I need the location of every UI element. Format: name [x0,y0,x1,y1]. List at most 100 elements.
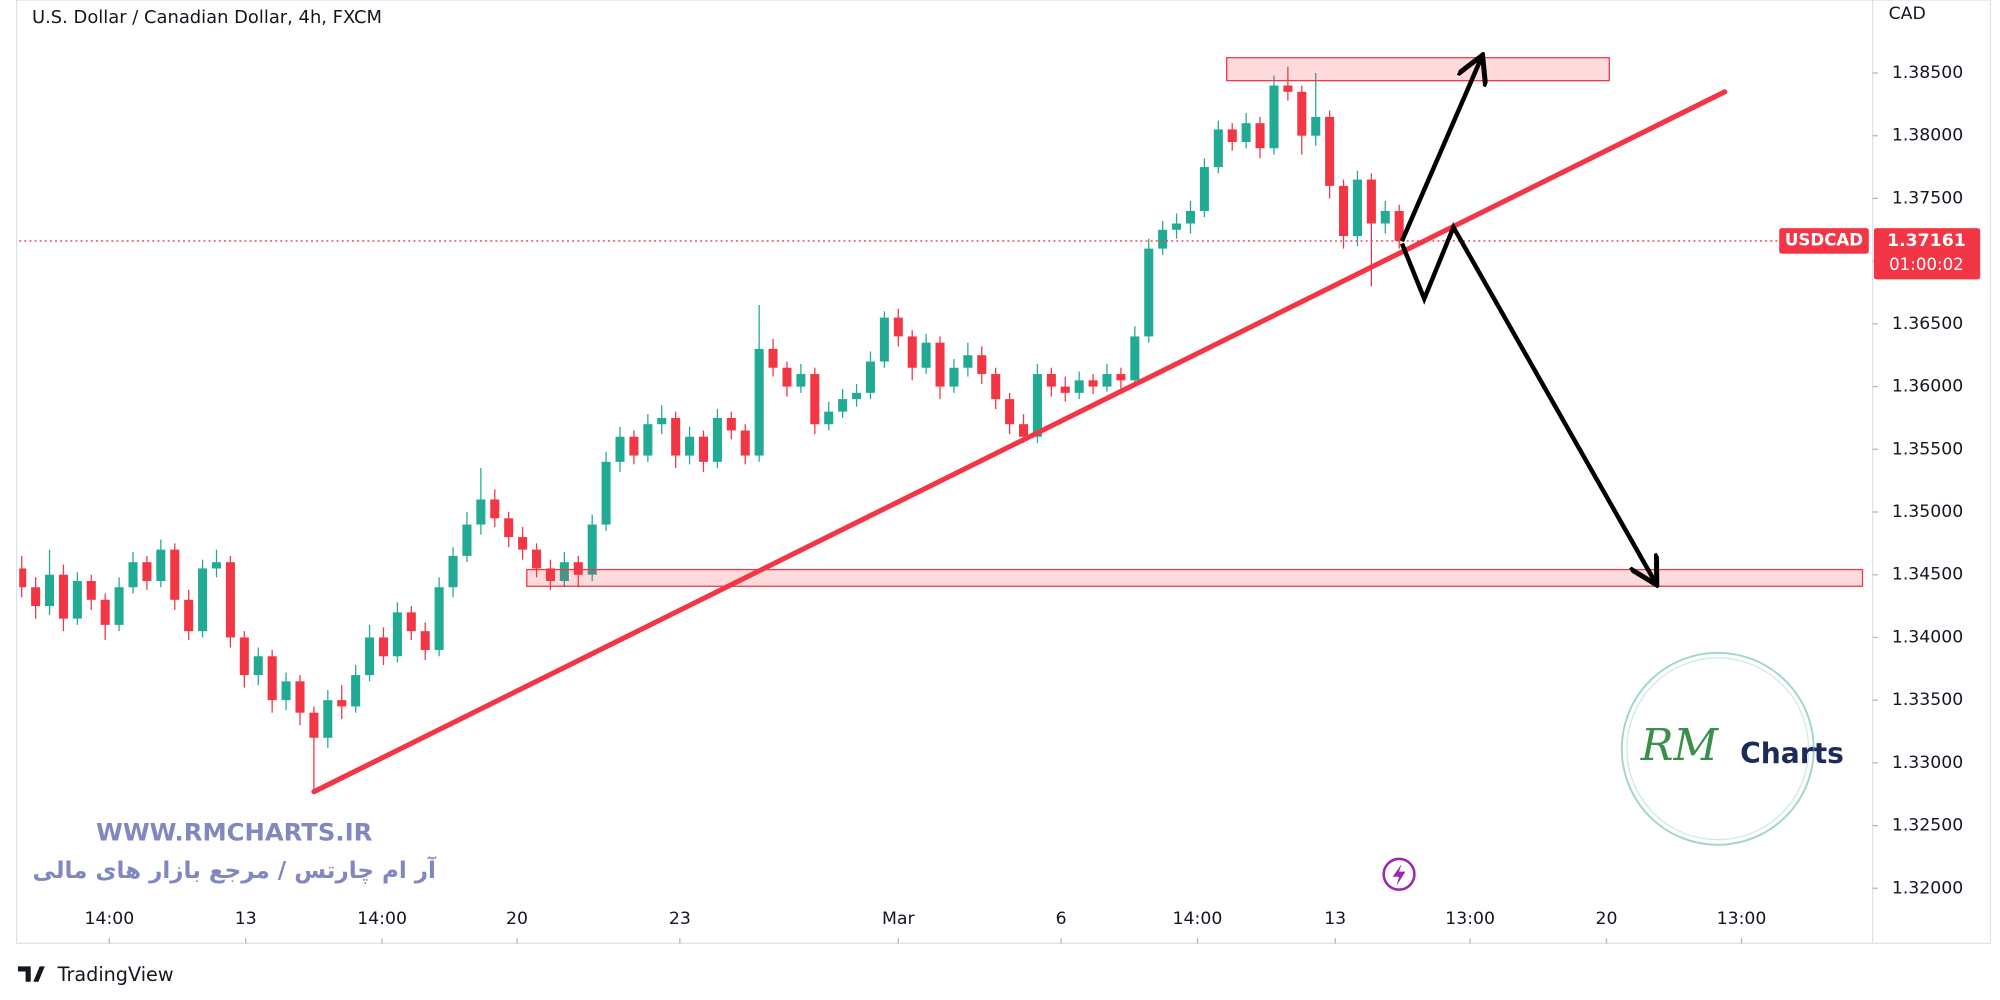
candle-body [211,562,222,569]
candle-body [685,436,695,456]
candle-body [963,355,973,368]
candle-body [1018,424,1029,437]
candle-body [142,562,152,581]
x-tick-label: 13:00 [1717,909,1767,929]
candle-body [351,675,361,707]
candle-body [45,574,55,607]
candle-body [281,681,291,701]
candle-body [378,637,388,657]
x-tick-label: 13:00 [1445,909,1495,929]
candle-body [1144,248,1154,337]
candle-body [476,499,486,525]
candle-body [1130,336,1140,381]
candle-body [31,587,41,607]
candle-body [1325,116,1335,186]
candle-body [58,574,68,619]
countdown-label: 01:00:02 [1889,255,1964,274]
candle-body [1366,179,1376,224]
candle-body [114,587,124,625]
x-tick-label: 13 [235,909,257,929]
candle-body [782,367,792,387]
candle-body [518,537,528,550]
logo-text: Charts [1740,737,1844,770]
candle-body [907,336,917,368]
x-tick-label: 23 [669,909,691,929]
candle-body [1046,374,1056,387]
candle-body [239,637,249,676]
candle-body [323,700,333,738]
candle-body [824,411,834,425]
candle-body [1074,380,1084,393]
tradingview-logo: TradingView [17,963,174,986]
flash-icon[interactable] [1382,857,1416,891]
y-tick-label: 1.36500 [1892,314,1963,334]
candle-body [879,317,889,362]
candle-body [893,317,903,337]
candle-body [365,637,375,676]
candle-body [545,568,555,581]
candle-body [1005,399,1015,425]
candle-body [253,656,263,676]
candle-body [1297,91,1307,136]
candle-body [1172,223,1182,230]
candle-body [19,568,27,588]
price-zone [1226,57,1610,82]
logo-ring [1620,651,1815,846]
y-tick-label: 1.34000 [1892,627,1963,647]
trendline [311,89,1728,795]
candle-body [1311,116,1321,136]
candle-body [1158,229,1168,249]
candle-body [225,562,235,638]
candle-body [295,681,305,713]
x-tick-label: 14:00 [357,909,407,929]
candle-body [740,430,750,456]
y-axis-label: CAD [1889,4,1926,24]
projection-arrow [1399,222,1655,582]
candle-body [1394,210,1404,241]
y-tick-label: 1.36000 [1892,377,1963,397]
y-tick-label: 1.37500 [1892,188,1963,208]
candle-body [643,424,653,456]
candle-body [768,348,778,368]
candle-body [1352,179,1362,237]
candle-body [838,399,848,412]
candle-body [977,355,987,375]
candle-body [671,417,681,456]
candle-body [1283,85,1293,92]
candle-body [406,612,416,632]
candle-body [796,374,806,387]
candle-body [698,436,709,462]
candle-body [1088,380,1098,387]
candle-body [935,342,945,387]
candle-body [504,518,514,538]
y-tick-label: 1.33000 [1892,753,1963,773]
candle-body [1185,210,1196,224]
x-tick-label: Mar [882,909,915,929]
candle-body [587,524,597,575]
candle-body [1227,129,1237,142]
chart-frame [16,0,1992,944]
candle-body [184,599,194,632]
price-zone [526,568,1864,587]
candle-body [1213,129,1223,168]
symbol-tag-text: USDCAD [1785,230,1863,249]
candle-body [420,631,430,650]
candle-body [754,348,764,456]
x-tick-label: 6 [1056,909,1067,929]
y-tick-label: 1.34500 [1892,565,1963,585]
candle-body [921,342,931,368]
candle-body [1032,374,1042,437]
candle-body [810,374,820,425]
logo-ring [1626,657,1810,841]
x-tick-label: 14:00 [1173,909,1223,929]
y-tick-label: 1.38500 [1892,63,1963,83]
candle-body [1060,386,1070,393]
x-tick-label: 13 [1324,909,1346,929]
logo-mark: RM [1640,721,1720,771]
candle-body [170,549,180,600]
plot-area [19,66,1869,792]
y-tick-label: 1.33500 [1892,690,1963,710]
last-price-tag [1873,228,1981,280]
candle-body [156,549,166,581]
candle-body [712,417,722,462]
